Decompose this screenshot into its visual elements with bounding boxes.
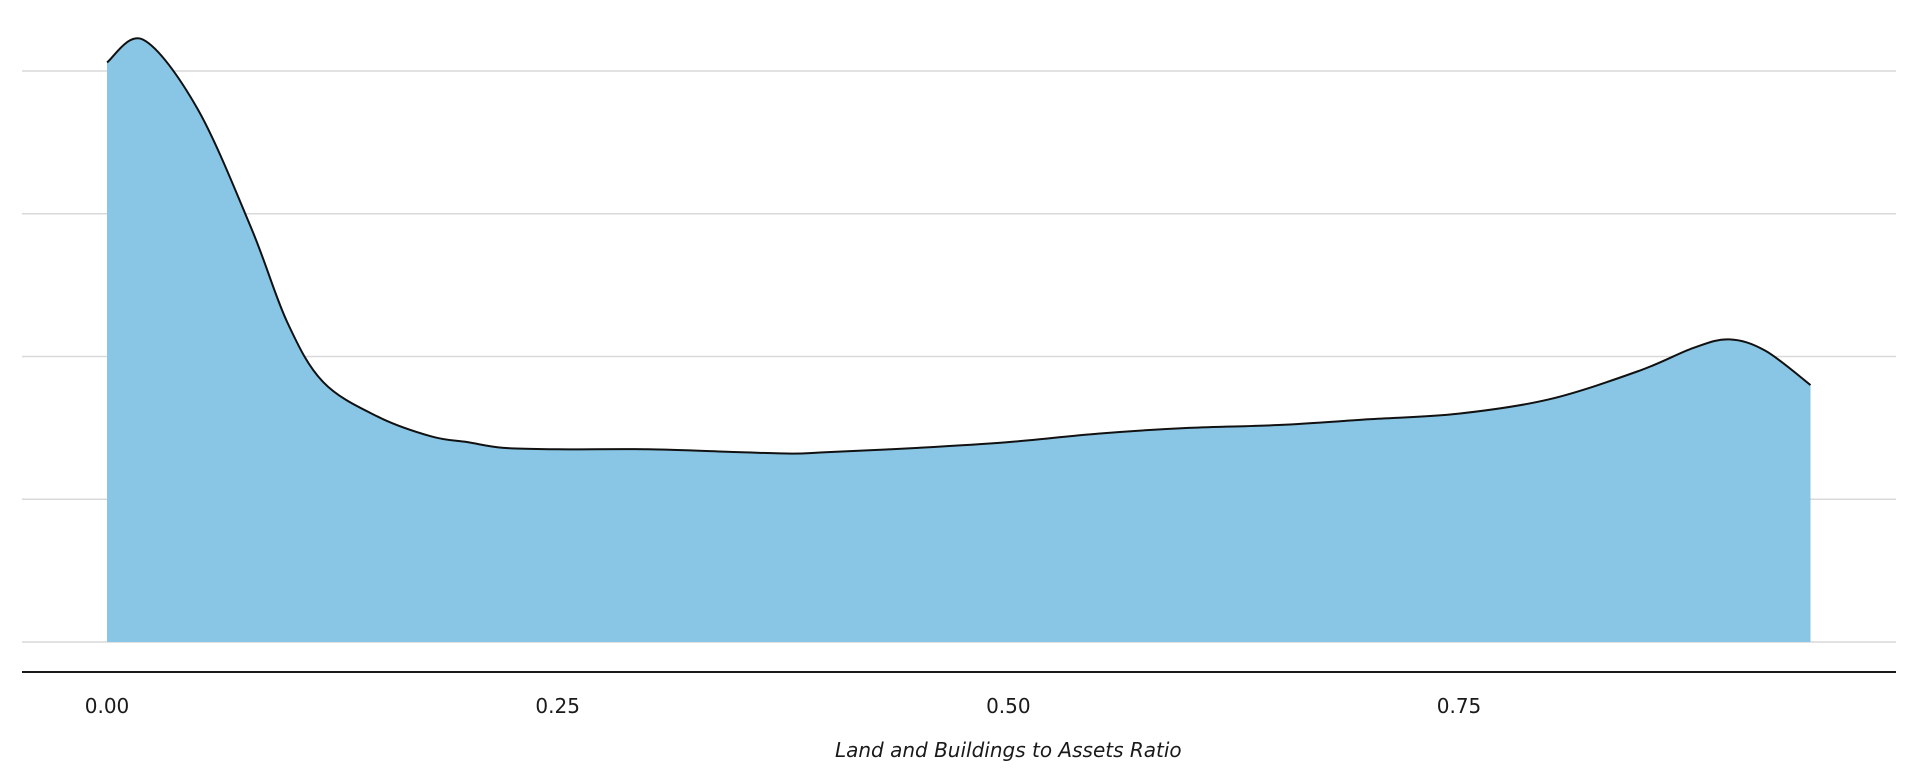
- x-tick-label: 0.75: [1437, 694, 1482, 718]
- x-tick-label: 0.00: [85, 694, 130, 718]
- x-axis-title: Land and Buildings to Assets Ratio: [835, 738, 1182, 762]
- x-tick-label: 0.25: [535, 694, 580, 718]
- x-axis-ticks: 0.00 0.25 0.50 0.75: [85, 694, 1482, 718]
- density-curve: [106, 37, 1812, 455]
- x-tick-label: 0.50: [986, 694, 1031, 718]
- density-area: [107, 38, 1811, 642]
